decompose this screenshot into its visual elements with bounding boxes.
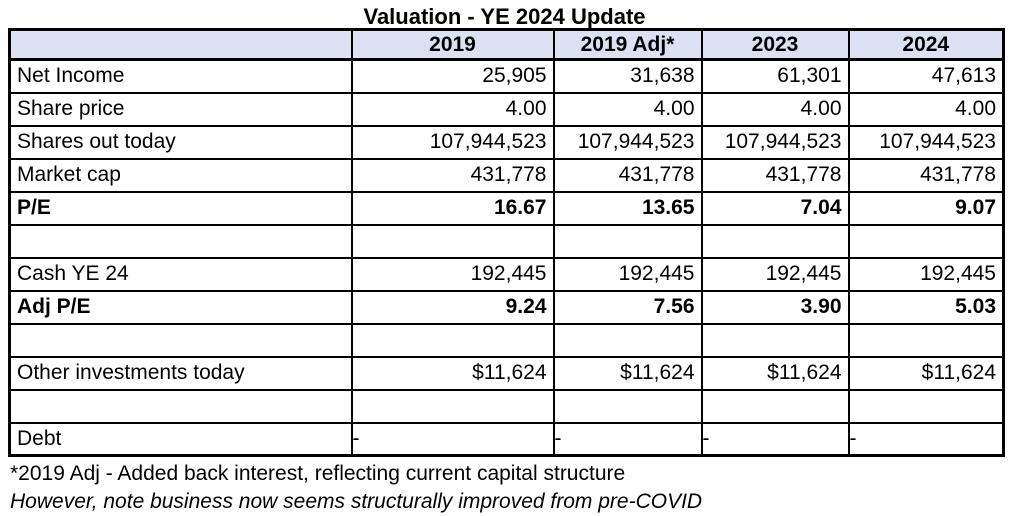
cell-value: 107,944,523: [847, 124, 1005, 160]
cell-value: 47,613: [847, 58, 1005, 94]
row-label: Market cap: [8, 157, 353, 193]
cell-value: 7.04: [700, 190, 850, 226]
cell-value: 192,445: [552, 256, 703, 292]
table-row: Net Income 25,905 31,638 61,301 47,613: [8, 58, 1005, 94]
cell-value: [700, 388, 850, 424]
row-label: [8, 322, 353, 358]
cell-value: 3.90: [700, 289, 850, 325]
row-label: Net Income: [8, 58, 353, 94]
cell-value: -: [350, 421, 555, 457]
header-empty-cell: [8, 28, 353, 61]
cell-value: [552, 388, 703, 424]
cell-value: $11,624: [847, 355, 1005, 391]
cell-value: [700, 322, 850, 358]
cell-value: 431,778: [700, 157, 850, 193]
table-row: Other investments today $11,624 $11,624 $11…: [8, 355, 1005, 391]
cell-value: 431,778: [350, 157, 555, 193]
row-label: Shares out today: [8, 124, 353, 160]
table-row: Adj P/E 9.24 7.56 3.90 5.03: [8, 289, 1005, 325]
table-row: Market cap 431,778 431,778 431,778 431,778: [8, 157, 1005, 193]
cell-value: 31,638: [552, 58, 703, 94]
footnote-line: However, note business now seems structu…: [10, 490, 703, 513]
cell-value: [847, 322, 1005, 358]
header-row: 2019 2019 Adj* 2023 2024: [8, 28, 1005, 61]
cell-value: 431,778: [847, 157, 1005, 193]
cell-value: 107,944,523: [700, 124, 850, 160]
table-row: [8, 388, 1005, 424]
cell-value: 25,905: [350, 58, 555, 94]
cell-value: [552, 223, 703, 259]
cell-value: 5.03: [847, 289, 1005, 325]
cell-value: 107,944,523: [552, 124, 703, 160]
page-title: Valuation - YE 2024 Update: [363, 4, 646, 29]
cell-value: 16.67: [350, 190, 555, 226]
table-row: Cash YE 24 192,445 192,445 192,445 192,445: [8, 256, 1005, 292]
cell-value: 192,445: [350, 256, 555, 292]
cell-value: 61,301: [700, 58, 850, 94]
cell-value: [350, 223, 555, 259]
cell-value: 192,445: [700, 256, 850, 292]
cell-value: 4.00: [847, 91, 1005, 127]
cell-value: -: [700, 421, 850, 457]
table-row: [8, 223, 1005, 259]
cell-value: 9.24: [350, 289, 555, 325]
cell-value: 107,944,523: [350, 124, 555, 160]
footnote-line: *2019 Adj - Added back interest, reflect…: [10, 462, 626, 485]
cell-value: 431,778: [552, 157, 703, 193]
row-label: Adj P/E: [8, 289, 353, 325]
row-label: Cash YE 24: [8, 256, 353, 292]
cell-value: 9.07: [847, 190, 1005, 226]
cell-value: 192,445: [847, 256, 1005, 292]
row-label: Other investments today: [8, 355, 353, 391]
column-header: 2019 Adj*: [552, 28, 703, 61]
table-row: [8, 322, 1005, 358]
cell-value: 7.56: [552, 289, 703, 325]
footnotes: *2019 Adj - Added back interest, reflect…: [10, 460, 1009, 516]
cell-value: 4.00: [552, 91, 703, 127]
table-row: P/E 16.67 13.65 7.04 9.07: [8, 190, 1005, 226]
cell-value: [552, 322, 703, 358]
cell-value: 13.65: [552, 190, 703, 226]
cell-value: [847, 223, 1005, 259]
cell-value: $11,624: [552, 355, 703, 391]
cell-value: -: [847, 421, 1005, 457]
valuation-table: 2019 2019 Adj* 2023 2024 Net Income 25,905 31…: [8, 28, 1005, 457]
table-row: Shares out today 107,944,523 107,944,523 10…: [8, 124, 1005, 160]
column-header: 2024: [847, 28, 1005, 61]
cell-value: [350, 322, 555, 358]
cell-value: [847, 388, 1005, 424]
cell-value: 4.00: [350, 91, 555, 127]
table-row: Share price 4.00 4.00 4.00 4.00: [8, 91, 1005, 127]
cell-value: $11,624: [700, 355, 850, 391]
row-label: [8, 388, 353, 424]
column-header: 2019: [350, 28, 555, 61]
column-header: 2023: [700, 28, 850, 61]
cell-value: [700, 223, 850, 259]
table-row: Debt - - - -: [8, 421, 1005, 457]
row-label: Share price: [8, 91, 353, 127]
row-label: P/E: [8, 190, 353, 226]
cell-value: -: [552, 421, 703, 457]
cell-value: $11,624: [350, 355, 555, 391]
cell-value: [350, 388, 555, 424]
row-label: [8, 223, 353, 259]
row-label: Debt: [8, 421, 353, 457]
cell-value: 4.00: [700, 91, 850, 127]
